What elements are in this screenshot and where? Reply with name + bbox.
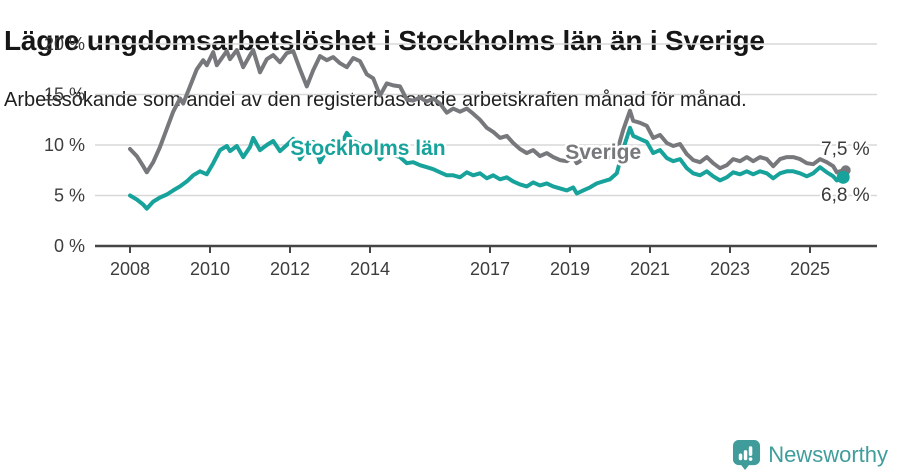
brand-name: Newsworthy	[768, 441, 888, 467]
x-tick-label: 2008	[110, 259, 150, 279]
y-tick-label: 0 %	[54, 236, 85, 256]
y-tick-label: 10 %	[44, 135, 85, 155]
series-line-sverige	[128, 48, 846, 175]
x-tick-label: 2025	[790, 259, 830, 279]
x-tick-label: 2017	[470, 259, 510, 279]
line-chart: 0 % 5 % 10 % 15 % 20 % 2008 2010 2012 2014 2017 20…	[44, 34, 877, 279]
x-tick-label: 2021	[630, 259, 670, 279]
series-line-stockholm	[128, 125, 846, 211]
series-label-stockholm: Stockholms län	[290, 137, 445, 160]
series-label-sverige: Sverige	[565, 141, 641, 164]
y-tick-label: 15 %	[44, 85, 85, 105]
y-tick-label: 5 %	[54, 186, 85, 206]
y-tick-label: 20 %	[44, 34, 85, 54]
x-tick-label: 2019	[550, 259, 590, 279]
page-title: Lägre ungdomsarbetslöshet i Stockholms l…	[4, 24, 765, 56]
end-value-label-stockholm: 6,8 %	[821, 185, 870, 206]
bar-chart-speech-bubble-icon	[732, 439, 761, 470]
end-value-label-sverige: 7,5 %	[821, 139, 870, 160]
brand-footer: Newsworthy	[732, 439, 888, 470]
x-tick-label: 2014	[350, 259, 390, 279]
x-tick-label: 2012	[270, 259, 310, 279]
x-tick-label: 2023	[710, 259, 750, 279]
series-end-dot-stockholm	[836, 170, 850, 184]
x-tick-label: 2010	[190, 259, 230, 279]
